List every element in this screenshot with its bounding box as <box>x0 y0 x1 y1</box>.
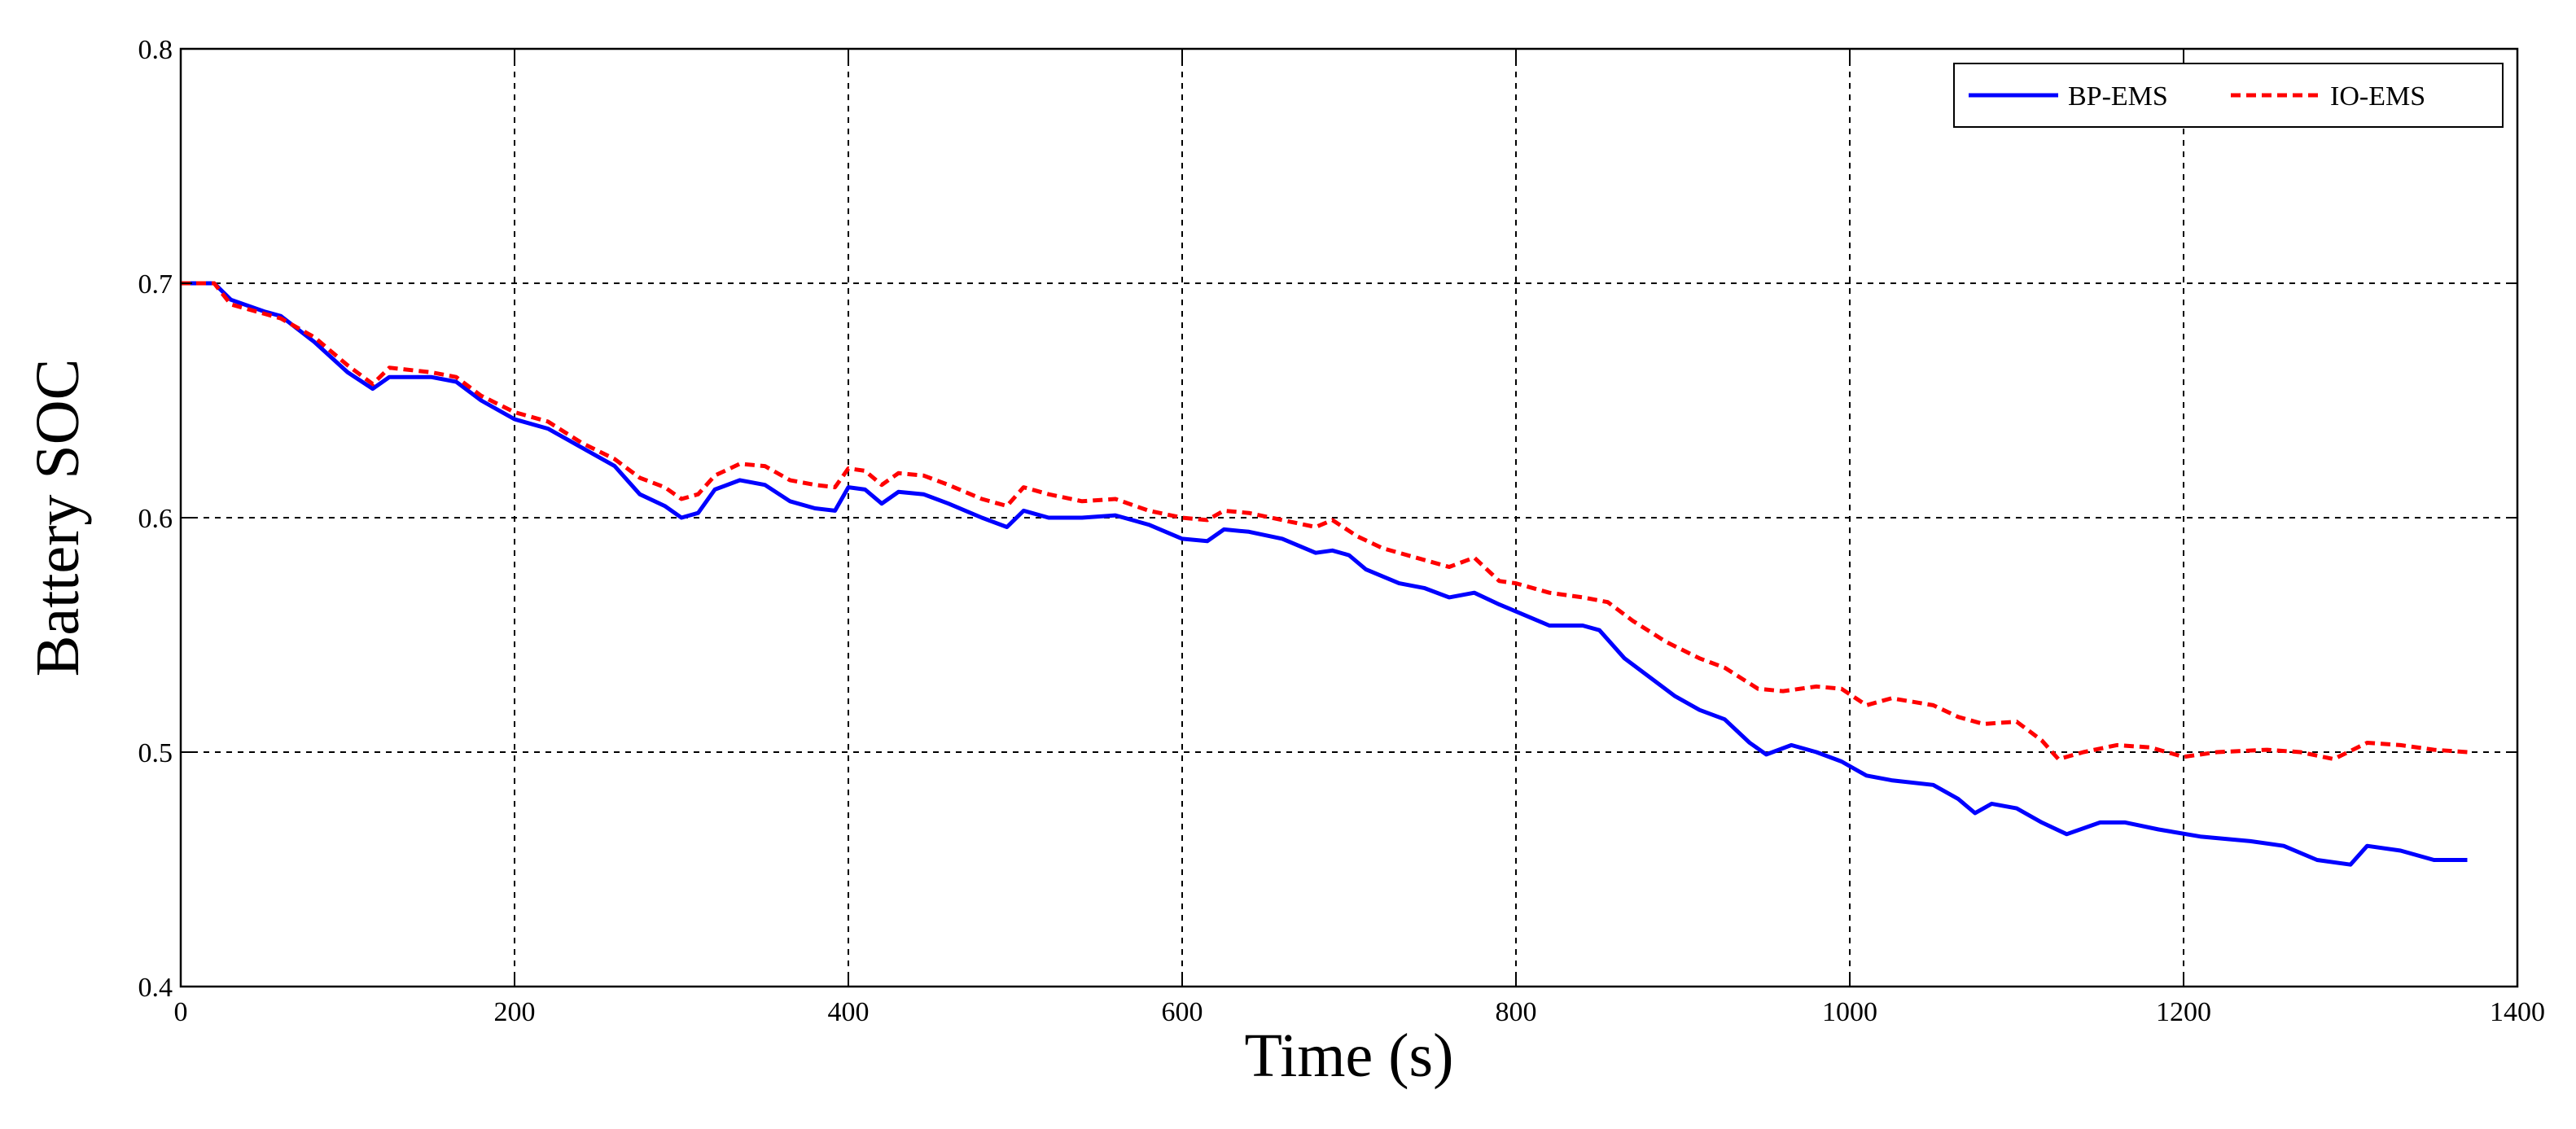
series-lines <box>181 281 2468 867</box>
y-tick-label: 0.8 <box>138 35 173 65</box>
x-tick-label: 1200 <box>2156 997 2211 1027</box>
x-axis-title: Time (s) <box>1245 1022 1454 1090</box>
x-tick-label: 400 <box>828 997 870 1027</box>
legend-label-io-ems: IO-EMS <box>2330 81 2425 112</box>
legend-label-bp-ems: BP-EMS <box>2068 81 2168 112</box>
series-line-io-ems <box>181 281 2468 762</box>
legend: BP-EMS IO-EMS <box>1953 63 2504 128</box>
x-tick-label: 200 <box>494 997 536 1027</box>
y-axis-title: Battery SOC <box>24 359 92 677</box>
x-tick-label: 0 <box>174 997 188 1027</box>
y-tick-label: 0.4 <box>138 973 173 1003</box>
x-tick-label: 1000 <box>1822 997 1877 1027</box>
x-tick-label: 1400 <box>2490 997 2545 1027</box>
axis-ticks: 0 200 400 600 800 1000 1200 1400 0.4 0.5 0.6 0.7 0.8 <box>138 35 2546 1027</box>
series-line-bp-ems <box>181 281 2468 867</box>
x-tick-label: 800 <box>1496 997 1537 1027</box>
y-tick-label: 0.7 <box>138 269 173 300</box>
grid-lines <box>181 49 2517 987</box>
y-tick-label: 0.5 <box>138 738 173 768</box>
x-tick-label: 600 <box>1162 997 1203 1027</box>
y-tick-label: 0.6 <box>138 504 173 534</box>
